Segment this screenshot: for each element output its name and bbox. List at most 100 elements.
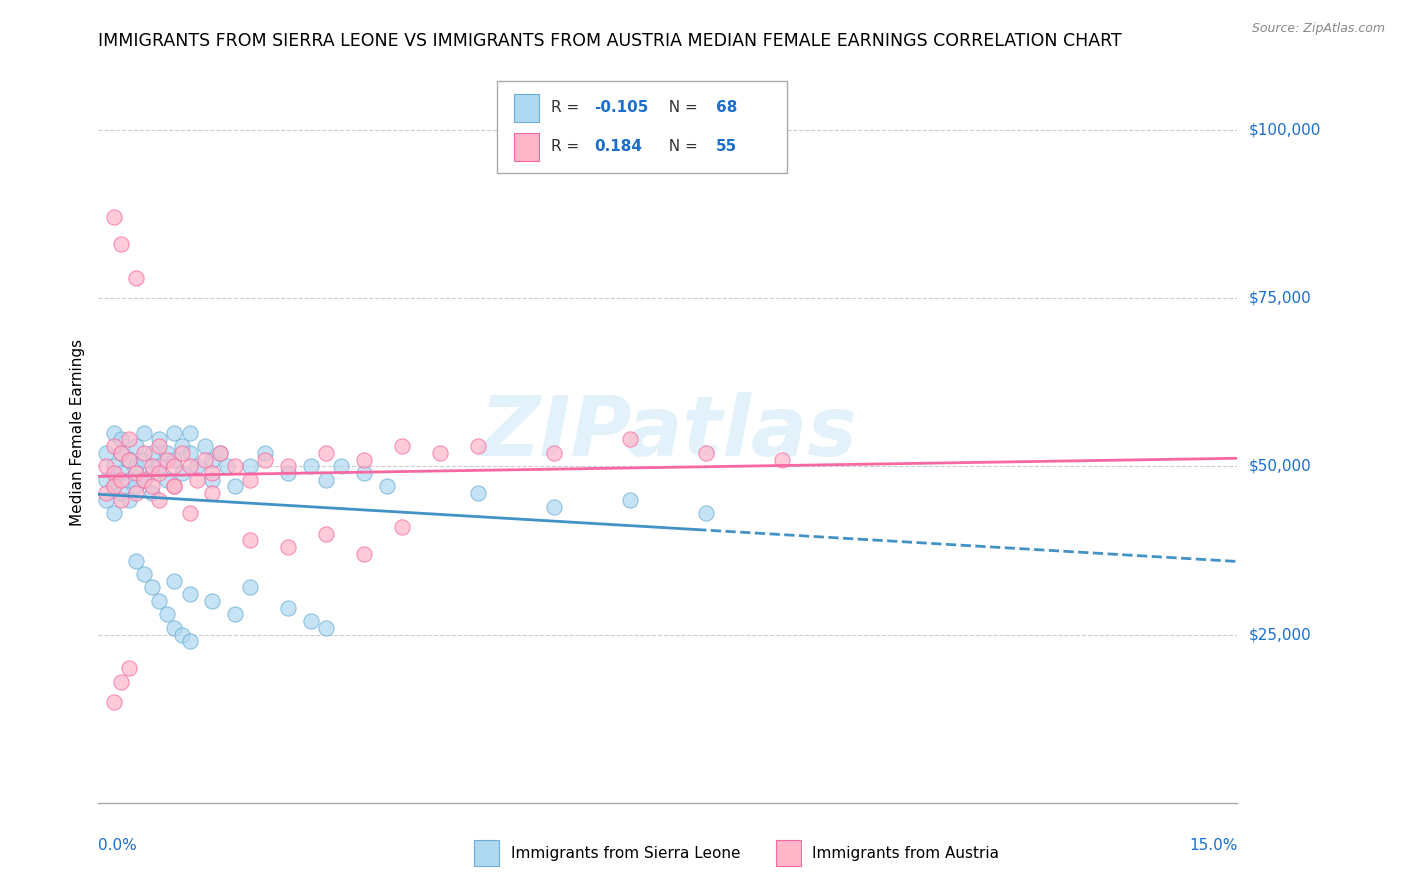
Point: [224, 459, 246, 474]
Point: [170, 439, 193, 453]
Point: [179, 587, 201, 601]
Point: [201, 452, 224, 467]
Point: [179, 446, 201, 460]
Text: Source: ZipAtlas.com: Source: ZipAtlas.com: [1251, 22, 1385, 36]
Text: -0.105: -0.105: [593, 100, 648, 115]
Point: [141, 581, 163, 595]
Text: $50,000: $50,000: [1249, 458, 1312, 474]
Point: [170, 627, 193, 641]
Point: [118, 452, 141, 467]
Point: [132, 473, 155, 487]
Point: [179, 507, 201, 521]
Point: [277, 600, 299, 615]
Point: [103, 695, 125, 709]
Point: [467, 439, 489, 453]
Point: [186, 473, 208, 487]
Point: [103, 479, 125, 493]
Text: 0.0%: 0.0%: [98, 838, 138, 853]
Point: [148, 433, 170, 447]
Point: [163, 459, 186, 474]
Text: R =: R =: [551, 139, 583, 154]
Point: [201, 466, 224, 480]
Point: [110, 446, 132, 460]
Point: [208, 446, 231, 460]
Point: [353, 466, 375, 480]
Text: $100,000: $100,000: [1249, 122, 1320, 137]
Text: N =: N =: [659, 100, 703, 115]
Point: [148, 439, 170, 453]
Point: [94, 492, 117, 507]
Point: [201, 486, 224, 500]
Point: [132, 566, 155, 581]
Point: [103, 425, 125, 440]
Point: [141, 459, 163, 474]
Point: [224, 607, 246, 622]
Point: [391, 520, 413, 534]
Point: [201, 594, 224, 608]
Text: R =: R =: [551, 100, 583, 115]
Point: [125, 486, 148, 500]
Point: [543, 500, 565, 514]
Point: [239, 581, 262, 595]
Text: Immigrants from Austria: Immigrants from Austria: [813, 846, 1000, 861]
Point: [118, 661, 141, 675]
Point: [118, 473, 141, 487]
Text: 0.184: 0.184: [593, 139, 641, 154]
Point: [125, 459, 148, 474]
Point: [103, 439, 125, 453]
Point: [194, 439, 217, 453]
Point: [254, 446, 277, 460]
Point: [94, 459, 117, 474]
Text: 68: 68: [716, 100, 737, 115]
Point: [315, 473, 337, 487]
Point: [163, 621, 186, 635]
Point: [179, 459, 201, 474]
Point: [277, 540, 299, 554]
Point: [132, 425, 155, 440]
Point: [141, 466, 163, 480]
Point: [156, 607, 179, 622]
Point: [125, 270, 148, 285]
Point: [103, 479, 125, 493]
Point: [110, 486, 132, 500]
Point: [239, 473, 262, 487]
Text: $75,000: $75,000: [1249, 291, 1312, 305]
Text: $25,000: $25,000: [1249, 627, 1312, 642]
Point: [132, 452, 155, 467]
Point: [194, 452, 217, 467]
Point: [125, 439, 148, 453]
Point: [118, 452, 141, 467]
FancyBboxPatch shape: [498, 81, 787, 173]
Point: [110, 433, 132, 447]
Point: [201, 473, 224, 487]
Point: [429, 446, 451, 460]
Point: [148, 594, 170, 608]
Point: [125, 479, 148, 493]
Point: [619, 433, 641, 447]
Point: [770, 452, 793, 467]
Point: [375, 479, 398, 493]
Point: [118, 433, 141, 447]
Text: 15.0%: 15.0%: [1189, 838, 1237, 853]
Point: [103, 211, 125, 225]
Point: [163, 574, 186, 588]
Point: [132, 473, 155, 487]
FancyBboxPatch shape: [515, 94, 538, 121]
Point: [103, 466, 125, 480]
Point: [299, 614, 322, 628]
Point: [141, 486, 163, 500]
Point: [299, 459, 322, 474]
Point: [103, 459, 125, 474]
Point: [315, 446, 337, 460]
Text: N =: N =: [659, 139, 703, 154]
Point: [163, 479, 186, 493]
Point: [148, 492, 170, 507]
Point: [163, 425, 186, 440]
Point: [94, 486, 117, 500]
Point: [239, 459, 262, 474]
Point: [125, 553, 148, 567]
Point: [110, 473, 132, 487]
Point: [170, 446, 193, 460]
Point: [94, 446, 117, 460]
Point: [141, 479, 163, 493]
